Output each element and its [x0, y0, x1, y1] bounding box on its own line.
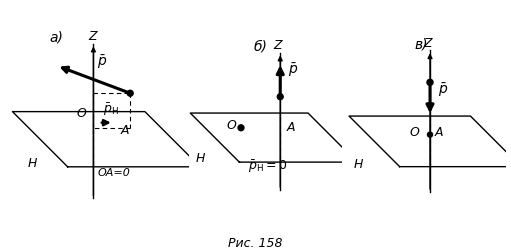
- Circle shape: [238, 125, 244, 131]
- Text: Z: Z: [274, 39, 282, 52]
- Text: H: H: [195, 152, 204, 165]
- Text: O: O: [226, 120, 236, 132]
- Text: O: O: [77, 107, 87, 120]
- Circle shape: [427, 79, 433, 85]
- Circle shape: [277, 94, 283, 100]
- Text: A: A: [287, 121, 295, 134]
- Text: A: A: [121, 124, 129, 137]
- Text: Z: Z: [423, 37, 432, 50]
- Circle shape: [428, 132, 432, 137]
- Text: H: H: [27, 157, 37, 170]
- Text: $\bar{p}$: $\bar{p}$: [438, 81, 449, 99]
- Text: б): б): [253, 40, 268, 54]
- Text: O: O: [410, 126, 420, 139]
- Text: H: H: [354, 158, 363, 171]
- Text: $\bar{p}_{\rm H}$: $\bar{p}_{\rm H}$: [103, 102, 119, 119]
- Text: $\bar{p}$: $\bar{p}$: [97, 53, 107, 71]
- Text: Z: Z: [88, 30, 97, 43]
- Circle shape: [127, 90, 133, 96]
- Text: OA=0: OA=0: [97, 168, 130, 178]
- Text: $\bar{p}_{\rm H}=0$: $\bar{p}_{\rm H}=0$: [247, 159, 287, 175]
- Text: а): а): [50, 31, 63, 45]
- Text: Рис. 158: Рис. 158: [228, 237, 283, 249]
- Text: $\bar{p}$: $\bar{p}$: [288, 61, 298, 79]
- Text: A: A: [435, 126, 444, 139]
- Text: в): в): [415, 38, 428, 52]
